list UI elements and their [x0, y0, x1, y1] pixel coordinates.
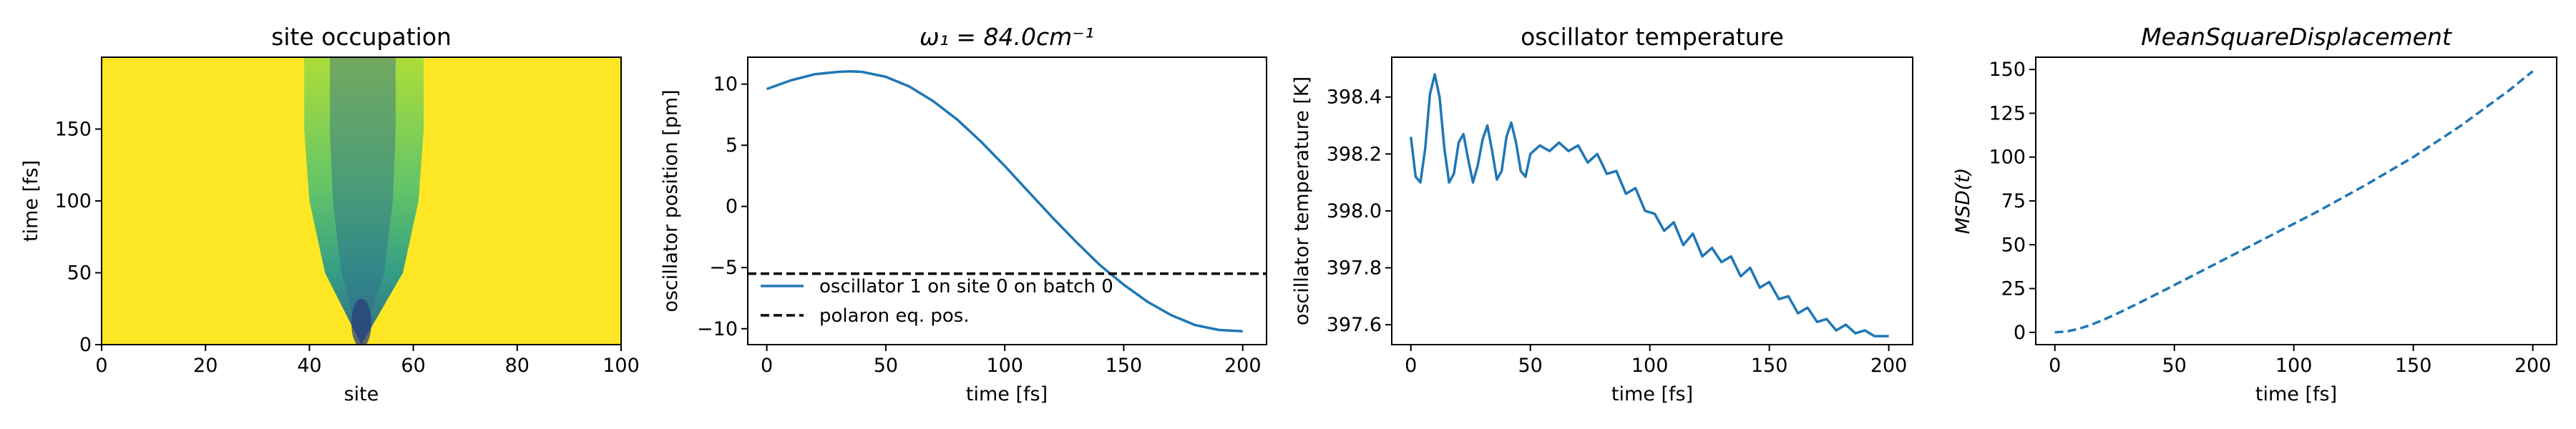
ytick-label: 25	[2001, 278, 2026, 300]
title-site-occupation: site occupation	[271, 23, 452, 51]
xlabel-time-msd: time [fs]	[2255, 383, 2337, 405]
axes-frame-oscillator-temperature	[1391, 56, 1913, 345]
ytick-label: 75	[2001, 190, 2026, 212]
ytick-label: 50	[2001, 234, 2026, 256]
ylabel-oscillator-position: oscillator position [pm]	[660, 89, 682, 312]
xtick-label: 20	[193, 355, 218, 377]
ticks-site-occupation: 0 20 40 60 80 100 0 50 100 150	[54, 119, 639, 378]
legend-label-oscillator: oscillator 1 on site 0 on batch 0	[819, 276, 1113, 297]
series-line-2-0	[1409, 73, 1889, 337]
xtick-label: 0	[761, 355, 773, 377]
ytick-label: 5	[726, 134, 738, 157]
xtick-label: 80	[505, 355, 530, 377]
ylabel-msd: MSD(t)	[1952, 168, 1974, 235]
plot-area-oscillator-position	[748, 69, 1267, 332]
ytick-label: 397.6	[1327, 314, 1382, 336]
axes-frame-oscillator-position	[747, 56, 1267, 345]
xlabel-site: site	[344, 383, 379, 405]
xtick-label: 150	[1106, 355, 1143, 377]
xtick-label: 200	[1870, 355, 1908, 377]
legend-label-polaron: polaron eq. pos.	[819, 305, 970, 327]
ticks-msd: 0 50 100 150 200 0 25 50 75 100 125 150	[1989, 59, 2551, 377]
xtick-label: 150	[2395, 355, 2432, 377]
title-oscillator-temperature: oscillator temperature	[1521, 23, 1784, 51]
xtick-label: 200	[1224, 355, 1262, 377]
series-line-3-0	[2054, 70, 2534, 334]
ytick-label: 50	[67, 262, 92, 285]
panel-site-occupation: site occupation 0 20 40 60 80 100 0 50 100 150 si…	[20, 23, 640, 405]
plot-area-msd	[2054, 70, 2534, 334]
ytick-label: 150	[54, 119, 92, 141]
heatmap-spread	[304, 57, 424, 345]
xtick-label: 40	[297, 355, 321, 377]
ytick-label: −5	[709, 257, 738, 279]
ytick-label: 0	[726, 196, 738, 218]
panel-oscillator-temperature: oscillator temperature 0 50 100 150 200 398.4…	[1291, 23, 1913, 405]
ylabel-time: time [fs]	[20, 160, 42, 242]
ytick-label: 10	[713, 74, 738, 96]
heatmap-spread-region	[304, 57, 424, 345]
ytick-label: 0	[79, 334, 92, 356]
xtick-label: 100	[1631, 355, 1669, 377]
ylabel-oscillator-temperature: oscillator temperature [K]	[1291, 77, 1313, 325]
title-omega: ω₁ = 84.0cm⁻¹	[919, 23, 1094, 51]
xtick-label: 50	[2162, 355, 2187, 377]
xtick-label: 150	[1751, 355, 1788, 377]
xtick-label: 0	[2049, 355, 2061, 377]
ticks-oscillator-temperature: 0 50 100 150 200 398.4 398.2 398.0 397.8 397.6	[1327, 87, 1908, 377]
xtick-label: 100	[602, 355, 640, 377]
heatmap-source-peak	[351, 299, 371, 345]
axes-frame-msd	[2035, 56, 2557, 345]
xlabel-time-position: time [fs]	[966, 383, 1048, 405]
ytick-label: 398.0	[1327, 200, 1382, 222]
xlabel-time-temperature: time [fs]	[1611, 383, 1693, 405]
heatmap-spread-core	[330, 57, 396, 345]
xtick-label: 200	[2514, 355, 2552, 377]
title-msd: MeanSquareDisplacement	[2141, 23, 2452, 51]
ytick-label: 125	[1989, 102, 2026, 124]
xtick-label: 100	[986, 355, 1023, 377]
ytick-label: −10	[697, 318, 738, 340]
ytick-label: 100	[54, 190, 92, 212]
ytick-label: 398.4	[1327, 87, 1382, 109]
legend: oscillator 1 on site 0 on batch 0 polaro…	[761, 276, 1113, 327]
xtick-label: 50	[874, 355, 898, 377]
ytick-label: 100	[1989, 147, 2026, 169]
xtick-label: 50	[1518, 355, 1543, 377]
ytick-label: 397.8	[1327, 257, 1382, 280]
series-line-1-0	[766, 69, 1243, 332]
xtick-label: 0	[95, 355, 107, 377]
plot-area-oscillator-temperature	[1409, 73, 1889, 337]
xtick-label: 60	[401, 355, 425, 377]
panel-msd: MeanSquareDisplacement 0 50 100 150 200 0 25 50…	[1952, 23, 2557, 405]
xtick-label: 100	[2275, 355, 2313, 377]
ytick-label: 398.2	[1327, 143, 1382, 165]
ytick-label: 0	[2014, 322, 2026, 344]
xtick-label: 0	[1405, 355, 1417, 377]
ytick-label: 150	[1989, 59, 2026, 81]
